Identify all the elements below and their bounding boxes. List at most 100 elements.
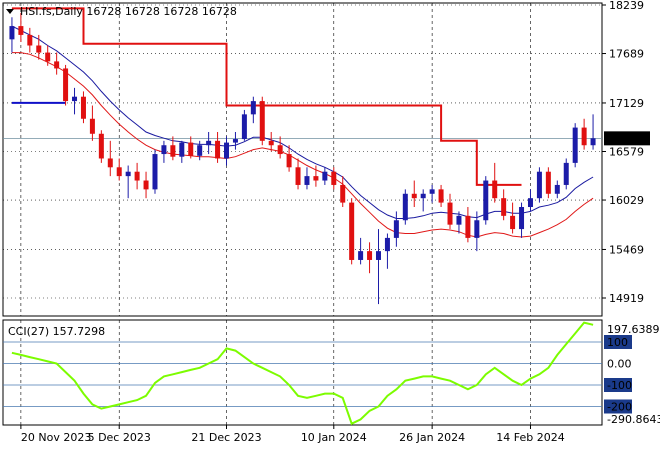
candle-body[interactable] [545, 171, 551, 194]
cci-level-label: 0.00 [607, 358, 632, 371]
candle-body[interactable] [206, 140, 212, 146]
price-tick-label: 17129 [609, 97, 644, 110]
candle-body[interactable] [9, 26, 15, 40]
candle-body[interactable] [393, 220, 399, 238]
candle-body[interactable] [456, 215, 462, 225]
candle-body[interactable] [197, 145, 203, 156]
time-tick-label: 14 Feb 2024 [496, 431, 564, 444]
candle-body[interactable] [492, 180, 498, 199]
candle-body[interactable] [510, 215, 516, 230]
candle-body[interactable] [349, 202, 355, 260]
candle-body[interactable] [402, 193, 408, 221]
candle-body[interactable] [411, 193, 417, 199]
candle-body[interactable] [375, 251, 381, 260]
candle-body[interactable] [313, 176, 319, 181]
candle-body[interactable] [483, 180, 489, 221]
time-tick-label: 10 Jan 2024 [301, 431, 367, 444]
candle-body[interactable] [18, 26, 24, 35]
candle-body[interactable] [54, 61, 60, 69]
price-tick-label: 14919 [609, 292, 644, 305]
price-tick-label: 15469 [609, 243, 644, 256]
price-tick-label: 18239 [609, 0, 644, 12]
time-tick-label: 26 Jan 2024 [399, 431, 465, 444]
candle-body[interactable] [367, 251, 373, 260]
candle-body[interactable] [429, 189, 435, 194]
candle-body[interactable] [527, 198, 533, 208]
candle-body[interactable] [107, 158, 113, 168]
candle-body[interactable] [536, 171, 542, 199]
candle-body[interactable] [250, 101, 256, 115]
candle-body[interactable] [340, 184, 346, 203]
candle-body[interactable] [581, 127, 587, 146]
candle-body[interactable] [519, 207, 525, 230]
candle-body[interactable] [89, 118, 95, 134]
trailing-stop-upper [11, 7, 522, 186]
candle-body[interactable] [45, 52, 51, 62]
candle-body[interactable] [161, 145, 167, 155]
cci-level-badge [604, 335, 632, 349]
candle-body[interactable] [72, 96, 78, 102]
candle-body[interactable] [286, 154, 292, 168]
candle-body[interactable] [268, 140, 274, 146]
time-tick-label: 5 Dec 2023 [88, 431, 151, 444]
candle-body[interactable] [420, 193, 426, 199]
candle-body[interactable] [80, 96, 86, 119]
candle-body[interactable] [590, 138, 596, 146]
candle-body[interactable] [277, 145, 283, 155]
candle-body[interactable] [501, 198, 507, 216]
cci-panel-title: CCI(27) 157.7298 [8, 325, 105, 338]
cci-max-label: 197.6389 [607, 323, 660, 336]
candle-body[interactable] [259, 101, 265, 141]
candle-body[interactable] [170, 145, 176, 157]
cci-level-badge [604, 399, 632, 414]
moving-average-fast [11, 25, 594, 219]
current-price-badge [604, 131, 650, 146]
moving-average-slow [11, 52, 594, 238]
candle-body[interactable] [572, 127, 578, 163]
cci-level-badge [604, 378, 632, 392]
candle-body[interactable] [232, 139, 238, 143]
time-tick-label: 20 Nov 2023 [21, 431, 91, 444]
candle-body[interactable] [134, 171, 140, 181]
candle-body[interactable] [474, 220, 480, 238]
cci-level-label: -200 [607, 401, 632, 414]
candle-body[interactable] [63, 68, 69, 102]
candle-body[interactable] [116, 167, 122, 177]
price-panel [2, 2, 603, 317]
candle-body[interactable] [304, 176, 310, 185]
candle-body[interactable] [27, 34, 33, 46]
candle-body[interactable] [447, 202, 453, 225]
candle-body[interactable] [465, 215, 471, 238]
candle-body[interactable] [438, 189, 444, 203]
time-tick-label: 21 Dec 2023 [191, 431, 261, 444]
price-tick-label: 16029 [609, 194, 644, 207]
price-tick-label: 17689 [609, 48, 644, 61]
candle-body[interactable] [358, 251, 364, 260]
candle-body[interactable] [554, 184, 560, 194]
candle-body[interactable] [322, 171, 328, 181]
candle-body[interactable] [125, 171, 131, 177]
candle-body[interactable] [188, 142, 194, 156]
candle-body[interactable] [152, 154, 158, 190]
candle-body[interactable] [563, 162, 569, 185]
candle-body[interactable] [241, 114, 247, 140]
candle-body[interactable] [224, 142, 230, 159]
candle-body[interactable] [143, 180, 149, 190]
candle-body[interactable] [179, 142, 185, 157]
current-price-label: 16728 [609, 132, 644, 145]
cci-level-label: -100 [607, 379, 632, 392]
candle-body[interactable] [331, 171, 337, 185]
candle-body[interactable] [98, 133, 104, 159]
candle-body[interactable] [36, 45, 42, 53]
candle-body[interactable] [215, 140, 221, 159]
chart-header-title: HSI.fs,Daily 16728 16728 16728 16728 [20, 5, 237, 18]
price-tick-label: 16579 [609, 146, 644, 159]
candle-body[interactable] [384, 237, 390, 252]
collapse-triangle-icon[interactable] [6, 9, 14, 14]
cci-level-label: 100 [607, 336, 628, 349]
cci-line [11, 321, 594, 426]
candle-body[interactable] [295, 167, 301, 185]
cci-min-label: -290.8643 [607, 413, 660, 426]
